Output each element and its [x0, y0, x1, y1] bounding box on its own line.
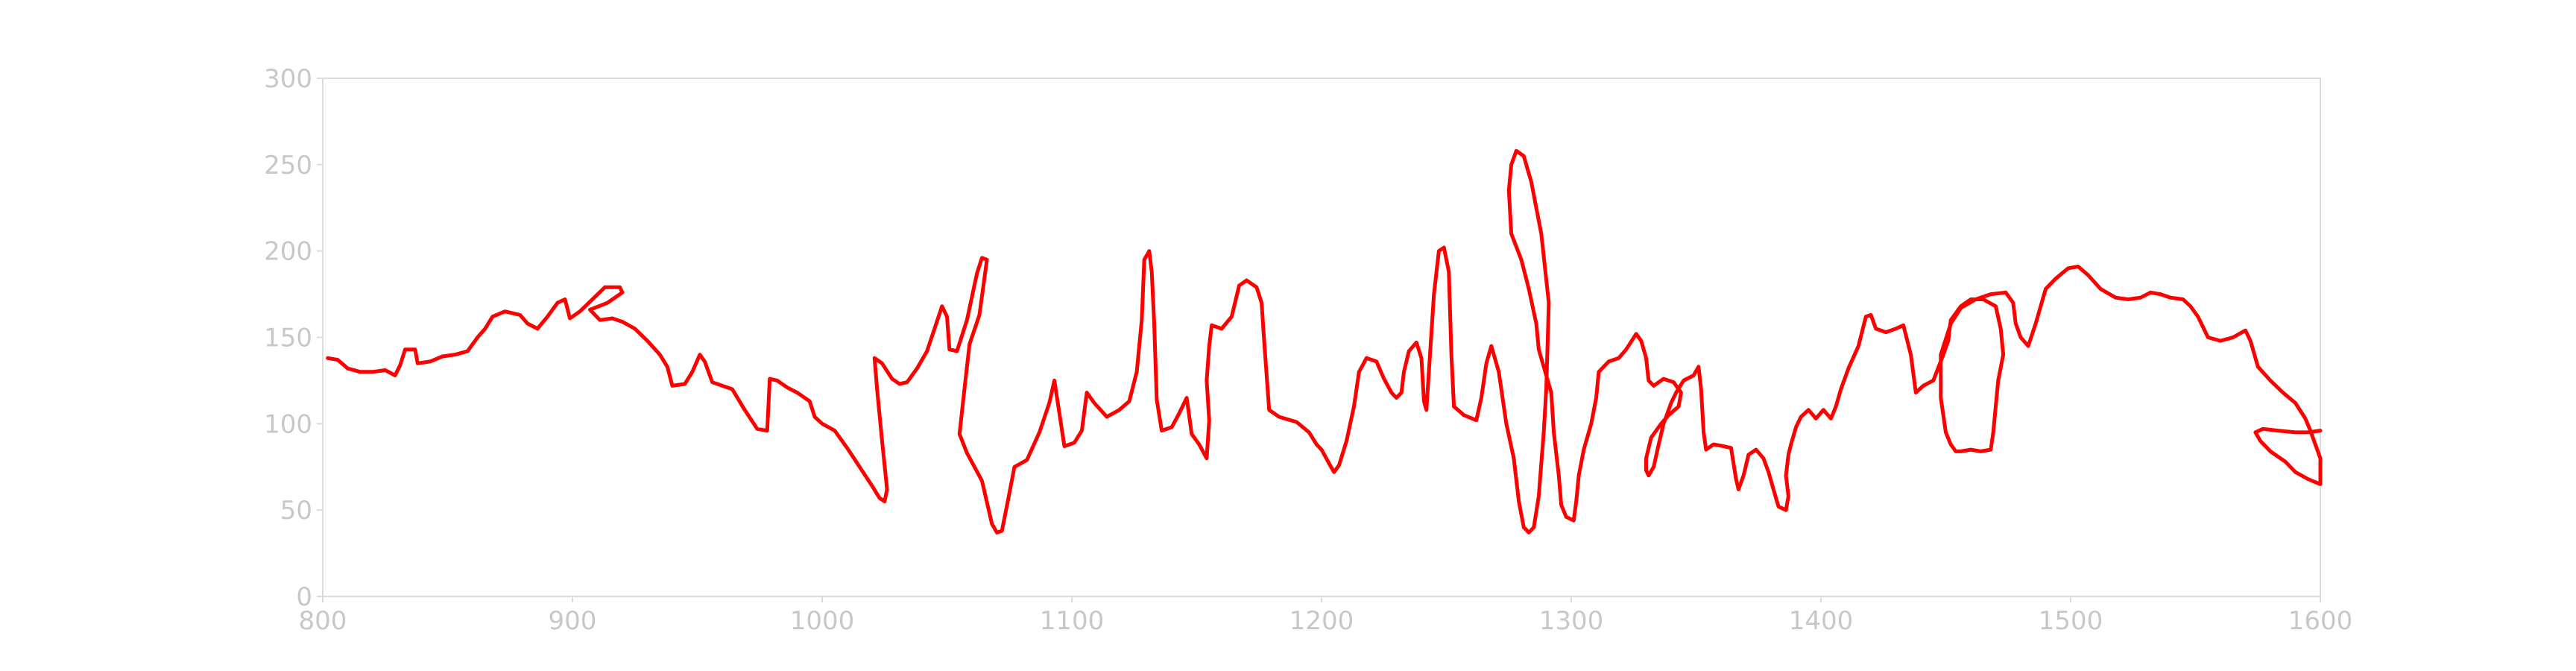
x-tick-label: 1600 — [2288, 606, 2353, 636]
x-tick-label: 800 — [299, 606, 347, 636]
series-line-1 — [326, 148, 2323, 535]
y-tick-label: 150 — [264, 324, 312, 353]
x-tick-label: 1400 — [1789, 606, 1854, 636]
x-tick-label: 1500 — [2039, 606, 2103, 636]
x-tick-label: 1100 — [1040, 606, 1105, 636]
x-tick-label: 1300 — [1539, 606, 1604, 636]
x-tick-label: 1000 — [790, 606, 855, 636]
y-tick-label: 50 — [280, 496, 312, 526]
y-tick-label: 250 — [264, 151, 312, 180]
y-tick-label: 200 — [264, 237, 312, 267]
y-tick-label: 0 — [296, 582, 312, 612]
chart-ticks: 800 900 1000 1100 1200 1300 1400 1500 1600 0 50 100… — [264, 64, 2352, 636]
chart-series — [326, 148, 2323, 535]
y-tick-label: 100 — [264, 409, 312, 439]
x-tick-label: 900 — [549, 606, 597, 636]
y-tick-label: 300 — [264, 64, 312, 94]
x-tick-label: 1200 — [1289, 606, 1354, 636]
